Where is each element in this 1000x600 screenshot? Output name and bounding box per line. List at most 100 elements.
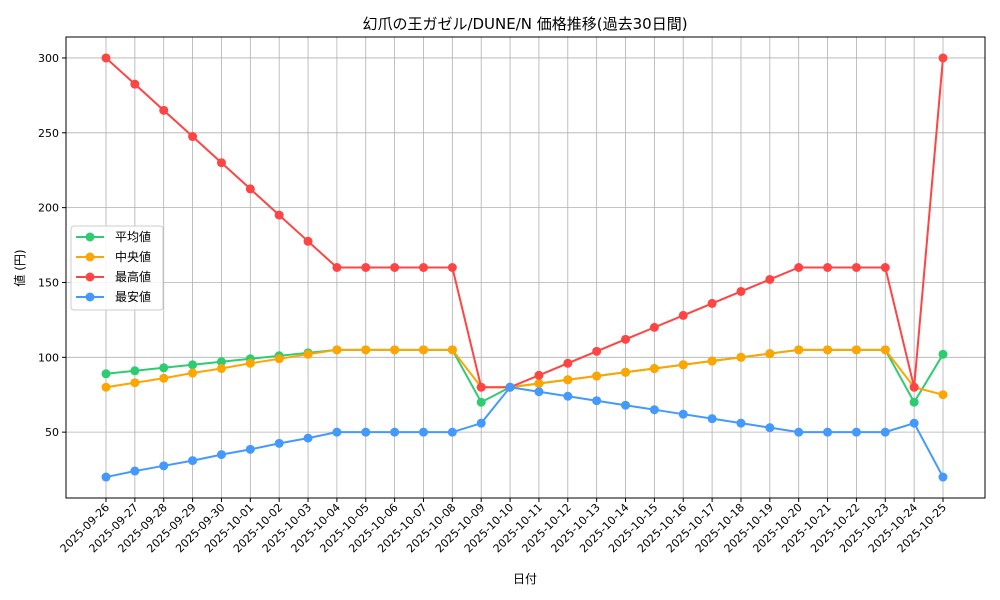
data-point: [851, 345, 861, 355]
y-ticks: 50 100 150 200 250 300: [38, 52, 66, 439]
data-point: [216, 357, 226, 367]
data-point: [823, 427, 833, 437]
data-point: [101, 53, 111, 63]
y-tick-label: 50: [45, 426, 59, 439]
data-point: [418, 345, 428, 355]
legend-swatch-marker: [85, 232, 95, 242]
data-point: [851, 263, 861, 272]
data-point: [880, 427, 890, 437]
series-lines: [101, 53, 948, 482]
data-point: [563, 391, 573, 401]
data-point: [736, 352, 746, 362]
data-point: [130, 366, 140, 376]
data-point: [505, 382, 515, 392]
data-point: [476, 382, 486, 392]
legend-swatch-marker: [85, 292, 95, 302]
series-line: [105, 386, 944, 479]
data-point: [361, 427, 371, 437]
data-point: [938, 390, 948, 400]
data-point: [447, 345, 457, 355]
data-point: [736, 286, 746, 296]
data-point: [303, 349, 313, 359]
data-point: [188, 368, 198, 378]
data-point: [447, 427, 457, 437]
legend-box: [70, 225, 164, 311]
data-point: [101, 369, 111, 379]
data-point: [909, 397, 919, 407]
data-point: [851, 427, 861, 437]
series-line: [105, 57, 944, 389]
data-point: [880, 345, 890, 355]
series-3: [101, 382, 948, 482]
data-point: [447, 263, 457, 272]
legend-swatch-marker: [85, 272, 95, 282]
series-2: [101, 53, 948, 392]
data-point: [159, 461, 169, 471]
data-point: [101, 472, 111, 482]
data-point: [274, 354, 284, 364]
data-point: [707, 356, 717, 366]
y-tick-label: 250: [38, 127, 59, 140]
data-point: [649, 405, 659, 415]
data-point: [418, 263, 428, 272]
data-point: [534, 370, 544, 380]
data-point: [794, 345, 804, 355]
data-point: [390, 345, 400, 355]
data-point: [765, 423, 775, 433]
data-point: [794, 427, 804, 437]
data-point: [130, 466, 140, 476]
legend-swatch-marker: [85, 252, 95, 262]
y-tick-label: 100: [38, 351, 59, 364]
data-point: [938, 349, 948, 359]
data-point: [707, 298, 717, 308]
data-point: [563, 375, 573, 385]
data-point: [332, 345, 342, 355]
data-point: [707, 414, 717, 424]
data-point: [332, 263, 342, 272]
x-axis-label: 日付: [513, 572, 537, 586]
data-point: [130, 79, 140, 89]
y-tick-label: 200: [38, 202, 59, 215]
data-point: [188, 360, 198, 370]
series-line: [105, 348, 944, 396]
series-1: [101, 345, 948, 400]
y-tick-label: 150: [38, 276, 59, 289]
data-point: [390, 427, 400, 437]
data-point: [418, 427, 428, 437]
data-point: [476, 397, 486, 407]
data-point: [245, 358, 255, 368]
data-point: [130, 378, 140, 388]
data-point: [159, 363, 169, 373]
data-point: [534, 378, 544, 388]
data-point: [361, 345, 371, 355]
data-point: [649, 364, 659, 374]
data-point: [274, 210, 284, 220]
data-point: [621, 334, 631, 344]
data-point: [938, 472, 948, 482]
data-point: [592, 346, 602, 356]
data-point: [678, 360, 688, 370]
legend-label: 平均値: [115, 229, 151, 244]
data-point: [678, 310, 688, 320]
data-point: [216, 158, 226, 168]
data-point: [736, 418, 746, 428]
data-point: [823, 345, 833, 355]
data-point: [303, 433, 313, 443]
data-point: [765, 274, 775, 284]
legend-label: 最高値: [115, 269, 151, 284]
data-point: [332, 427, 342, 437]
data-point: [909, 382, 919, 392]
data-point: [159, 373, 169, 383]
data-point: [216, 450, 226, 460]
data-point: [216, 364, 226, 374]
x-ticks: 2025-09-262025-09-272025-09-282025-09-29…: [58, 498, 949, 555]
data-point: [245, 444, 255, 454]
data-point: [361, 263, 371, 272]
plot-frame: [65, 36, 986, 499]
y-axis-label: 値 (円): [12, 249, 27, 286]
chart-title: 幻爪の王ガゼル/DUNE/N 価格推移(過去30日間): [362, 15, 687, 33]
data-point: [909, 418, 919, 428]
data-point: [823, 263, 833, 272]
